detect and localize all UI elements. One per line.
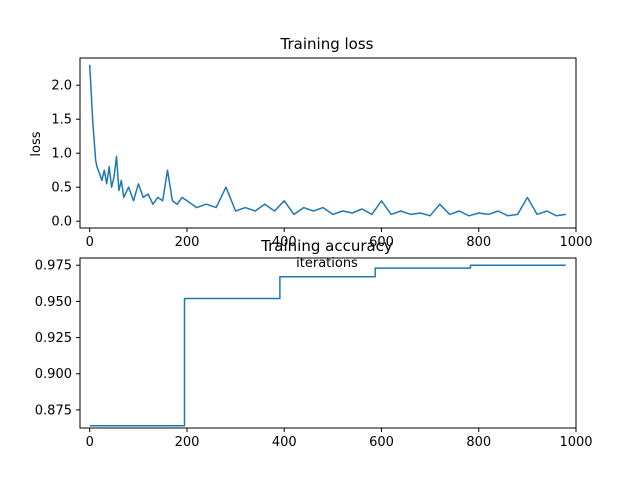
plot-frame bbox=[79, 57, 577, 229]
x-tick-label: 1000 bbox=[559, 435, 592, 450]
y-tick-label: 0.5 bbox=[51, 181, 72, 196]
y-tick-label: 2.0 bbox=[51, 79, 72, 94]
y-tick-label: 0.900 bbox=[35, 367, 72, 382]
y-tick-label: 0.950 bbox=[35, 295, 72, 310]
y-axis-label: loss bbox=[29, 131, 44, 156]
chart-title: Training loss bbox=[280, 35, 374, 53]
y-tick-label: 0.975 bbox=[35, 259, 72, 274]
x-ticks: 0 200 400 600 800 1000 bbox=[86, 228, 593, 250]
x-tick-label: 1000 bbox=[559, 235, 592, 250]
x-ticks: 0 200 400 600 800 1000 bbox=[86, 428, 593, 450]
x-tick-label: 600 bbox=[369, 235, 394, 250]
y-tick-label: 1.5 bbox=[51, 113, 72, 128]
series-line bbox=[88, 64, 566, 217]
x-tick-label: 400 bbox=[272, 235, 297, 250]
x-tick-label: 600 bbox=[369, 435, 394, 450]
x-tick-label: 200 bbox=[175, 435, 200, 450]
y-tick-label: 0.925 bbox=[35, 331, 72, 346]
y-tick-label: 0.0 bbox=[51, 215, 72, 230]
plot-frame bbox=[79, 257, 577, 429]
training-loss-plot: Training loss loss 0 200 400 600 800 1000 0.0… bbox=[29, 35, 593, 271]
x-axis-label: iterations bbox=[296, 256, 358, 271]
x-tick-label: 400 bbox=[272, 435, 297, 450]
y-tick-label: 1.0 bbox=[51, 147, 72, 162]
x-tick-label: 0 bbox=[86, 435, 94, 450]
x-tick-label: 0 bbox=[86, 235, 94, 250]
x-tick-label: 800 bbox=[466, 235, 491, 250]
y-ticks: 0.875 0.900 0.925 0.950 0.975 bbox=[35, 259, 80, 418]
training-accuracy-plot: 0 200 400 600 800 1000 0.8750.9000.9250.9500.… bbox=[35, 237, 593, 450]
chart-title: Training accuracy bbox=[260, 237, 393, 255]
loss-marks bbox=[88, 64, 566, 217]
y-ticks: 0.0 0.5 1.0 1.5 2.0 bbox=[51, 79, 80, 230]
x-tick-label: 200 bbox=[175, 235, 200, 250]
x-tick-label: 800 bbox=[466, 435, 491, 450]
series-line bbox=[89, 264, 566, 427]
y-tick-label: 0.875 bbox=[35, 403, 72, 418]
accuracy-marks bbox=[89, 264, 566, 427]
